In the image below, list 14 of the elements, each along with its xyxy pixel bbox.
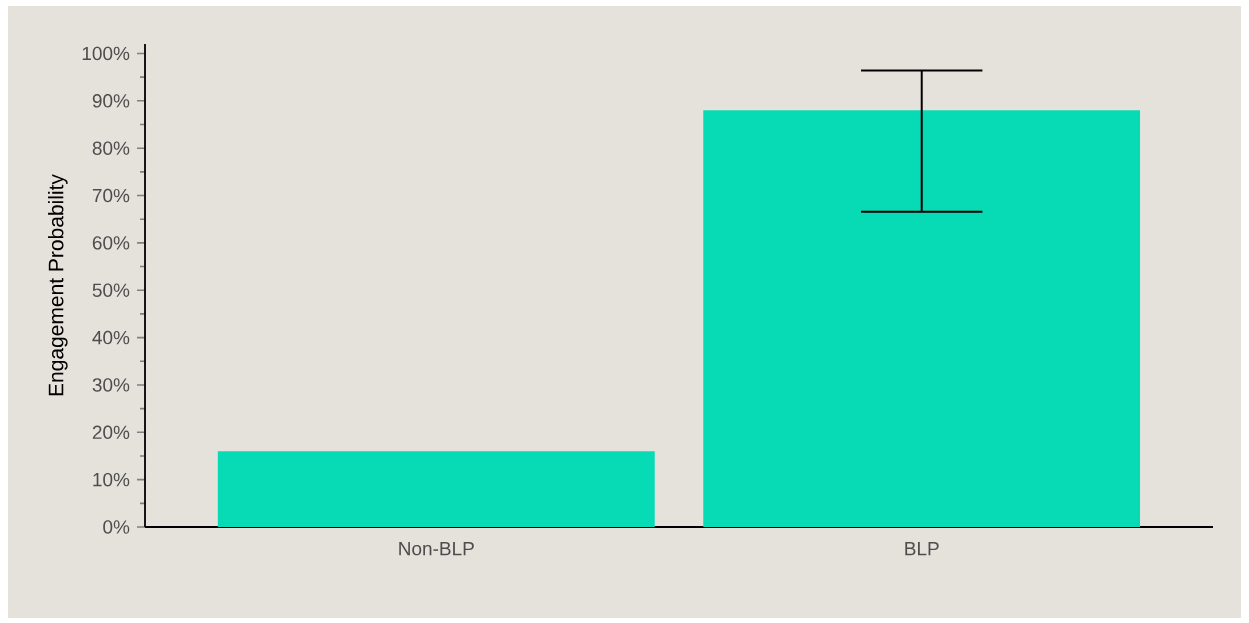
y-tick-label: 50% (92, 283, 130, 297)
y-tick-label: 30% (92, 378, 130, 392)
y-tick-label: 0% (103, 520, 130, 534)
y-tick-label: 60% (92, 236, 130, 250)
y-tick-label: 40% (92, 330, 130, 345)
y-tick-label: 80% (92, 141, 130, 155)
y-tick-label: 70% (92, 188, 130, 203)
y-tick-label: 10% (93, 472, 130, 487)
x-tick-label: Non-BLP (399, 542, 474, 556)
y-tick-label: 100% (82, 46, 130, 61)
y-tick-label: 20% (92, 425, 130, 440)
y-tick-label: 90% (92, 94, 130, 108)
x-tick-label: BLP (905, 542, 939, 556)
y-axis-title: Engagement Probability (48, 174, 68, 396)
